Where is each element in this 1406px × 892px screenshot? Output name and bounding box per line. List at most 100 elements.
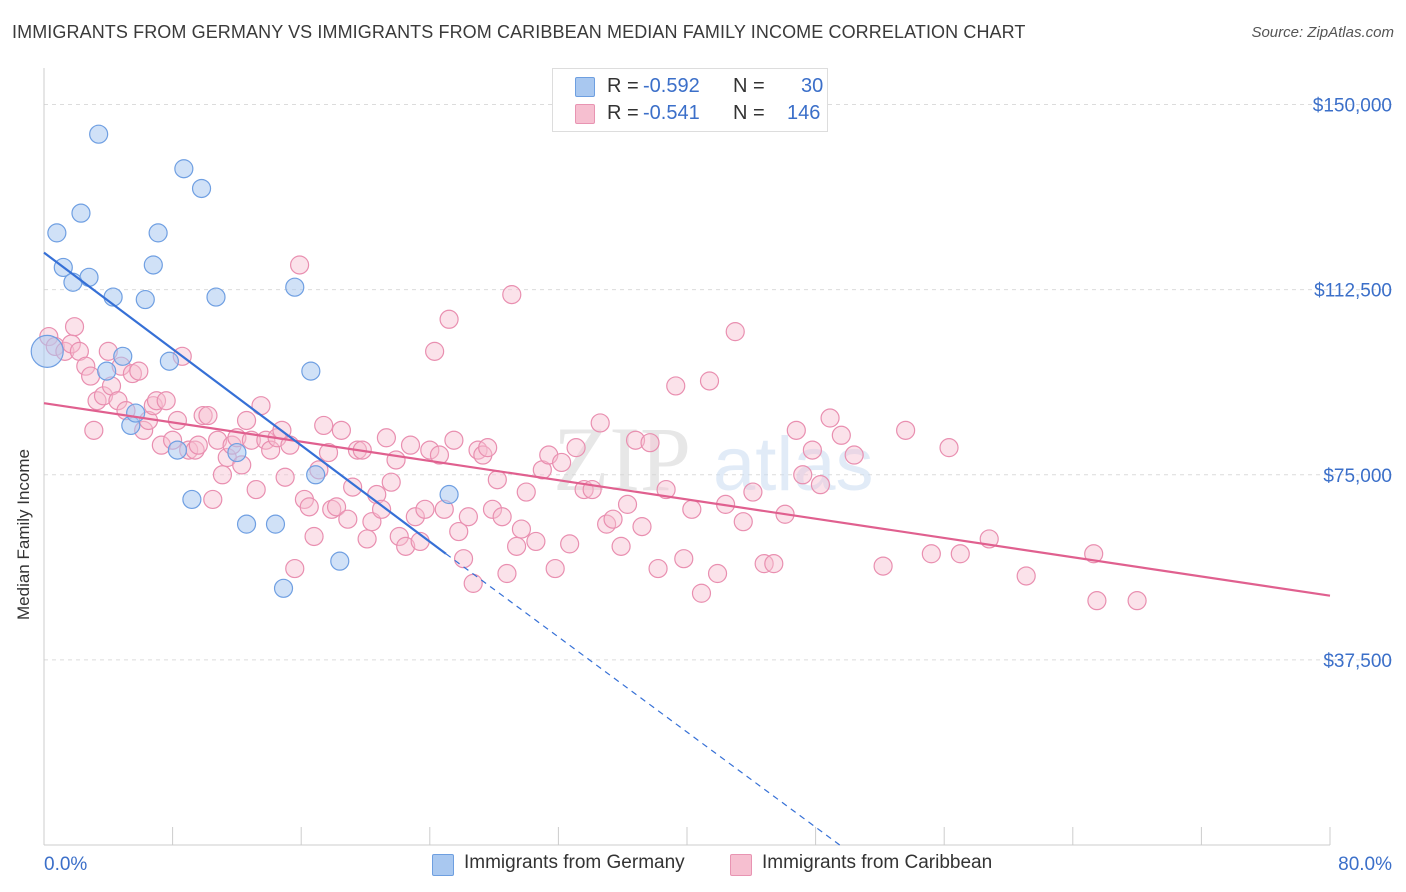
germany-point [89, 124, 109, 144]
caribbean-point [208, 430, 228, 450]
caribbean-point [603, 509, 623, 529]
y-tick-label: $37,500 [1323, 651, 1392, 672]
legend-n-value: 146 [787, 102, 821, 124]
caribbean-trend-line [43, 402, 1331, 597]
caribbean-point [261, 440, 281, 460]
chart-source: Source: ZipAtlas.com [1251, 24, 1394, 41]
axes [43, 68, 1331, 846]
caribbean-point [76, 356, 96, 376]
germany-point [79, 267, 99, 287]
caribbean-point [405, 507, 425, 527]
caribbean-point [487, 470, 507, 490]
germany-point [143, 255, 163, 275]
bottom-legend-swatch-caribbean [730, 854, 752, 876]
legend-r-label: R = [607, 75, 639, 97]
caribbean-point [950, 544, 970, 564]
caribbean-point [632, 517, 652, 537]
caribbean-point [188, 435, 208, 455]
germany-point [236, 514, 257, 534]
bottom-legend-swatch-germany [432, 854, 454, 876]
caribbean-point [193, 405, 213, 426]
caribbean-point [844, 445, 864, 465]
caribbean-point [93, 386, 114, 406]
bottom-legend-label-germany: Immigrants from Germany [464, 852, 685, 873]
caribbean-point [425, 341, 445, 361]
caribbean-point [831, 425, 851, 445]
caribbean-point [786, 420, 806, 440]
watermark-atlas: atlas [713, 422, 874, 507]
caribbean-point [167, 410, 188, 431]
caribbean-point [478, 438, 498, 458]
caribbean-point [1087, 591, 1107, 611]
germany-point [97, 361, 117, 381]
caribbean-point [939, 438, 959, 458]
caribbean-point [396, 536, 416, 556]
caribbean-point [458, 507, 478, 527]
caribbean-points [39, 255, 1147, 611]
caribbean-point [371, 499, 392, 519]
caribbean-point [691, 583, 712, 603]
caribbean-point [108, 391, 128, 411]
germany-point [63, 272, 83, 292]
y-axis-label: Median Family Income [14, 448, 33, 620]
caribbean-point [84, 420, 104, 440]
germany-point [273, 578, 294, 598]
caribbean-point [376, 428, 396, 448]
caribbean-point [236, 410, 257, 431]
legend-swatch-caribbean [575, 104, 595, 124]
caribbean-point [289, 255, 310, 275]
germany-point [301, 361, 321, 381]
germany-point [30, 334, 64, 368]
caribbean-point [314, 415, 334, 436]
x-tick-label: 80.0% [1338, 854, 1392, 875]
y-tick-label: $75,000 [1323, 466, 1392, 487]
caribbean-point [648, 558, 668, 579]
caribbean-point [597, 514, 617, 534]
correlation-legend: R = -0.592 N = 30 R = -0.541 N = 146 [552, 68, 828, 132]
tick-labels: $37,500 $75,000 $112,500 $150,000 0.0% 80.0% [44, 96, 1392, 875]
caribbean-point [203, 489, 223, 510]
caribbean-point [617, 494, 638, 514]
caribbean-point [81, 366, 101, 386]
caribbean-point [381, 472, 401, 492]
germany-point [135, 289, 155, 310]
bottom-legend-label-caribbean: Immigrants from Caribbean [762, 852, 993, 873]
caribbean-point [820, 408, 840, 428]
caribbean-point [725, 322, 745, 342]
caribbean-point [420, 440, 440, 460]
chart-title: IMMIGRANTS FROM GERMANY VS IMMIGRANTS FR… [12, 22, 1026, 42]
trend-lines [43, 251, 1331, 846]
y-tick-label: $112,500 [1314, 281, 1392, 302]
watermark: ZIP atlas [553, 408, 874, 510]
germany-point [148, 223, 168, 243]
caribbean-point [251, 396, 271, 416]
caribbean-point [666, 376, 686, 396]
caribbean-point [129, 361, 149, 381]
caribbean-point [299, 497, 319, 517]
caribbean-point [810, 475, 831, 495]
caribbean-point [545, 558, 565, 579]
caribbean-point [304, 526, 324, 547]
caribbean-point [507, 536, 527, 556]
caribbean-point [64, 317, 85, 337]
caribbean-point [699, 371, 720, 391]
x-tick-label: 0.0% [44, 854, 87, 875]
caribbean-point [357, 529, 377, 549]
caribbean-point [921, 544, 941, 564]
caribbean-point [552, 452, 572, 473]
germany-point [265, 514, 286, 534]
caribbean-point [1016, 566, 1036, 586]
caribbean-point [560, 534, 580, 554]
caribbean-point [389, 526, 409, 547]
caribbean-point [640, 433, 660, 453]
caribbean-point [326, 497, 347, 517]
caribbean-point [444, 430, 464, 450]
germany-point [47, 223, 67, 243]
caribbean-point [497, 563, 517, 584]
caribbean-point [682, 499, 702, 519]
germany-point [167, 440, 188, 460]
caribbean-point [453, 549, 474, 569]
caribbean-point [343, 477, 363, 497]
caribbean-point [429, 445, 450, 465]
caribbean-point [146, 391, 167, 411]
